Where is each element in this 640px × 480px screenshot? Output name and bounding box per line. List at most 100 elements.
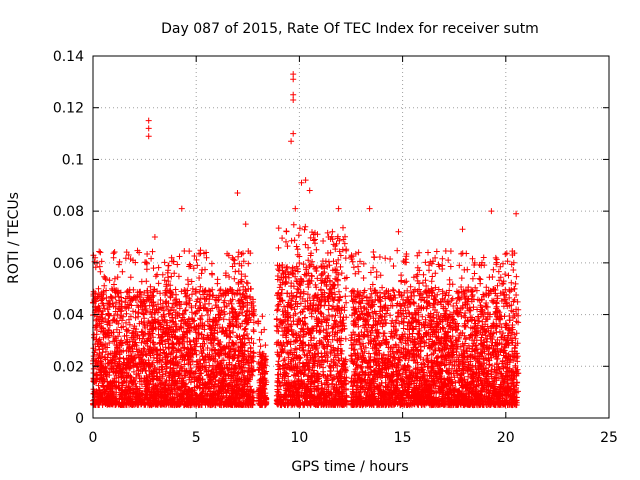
data-point bbox=[97, 268, 104, 275]
data-point bbox=[163, 350, 170, 357]
data-point bbox=[325, 306, 332, 313]
data-point bbox=[508, 279, 515, 286]
data-point bbox=[240, 283, 247, 290]
data-point bbox=[290, 221, 297, 228]
data-point bbox=[143, 259, 150, 266]
data-point bbox=[138, 328, 145, 335]
data-point bbox=[288, 237, 295, 244]
data-point bbox=[232, 268, 239, 275]
data-point bbox=[247, 293, 253, 300]
data-point bbox=[400, 325, 407, 332]
data-point bbox=[198, 270, 205, 277]
data-point bbox=[193, 351, 200, 358]
data-point bbox=[160, 349, 167, 356]
data-point bbox=[130, 308, 136, 315]
data-point bbox=[317, 328, 324, 335]
data-point bbox=[258, 329, 265, 336]
data-point bbox=[171, 270, 178, 277]
data-point bbox=[189, 291, 195, 298]
data-point bbox=[182, 307, 189, 313]
data-point bbox=[214, 321, 221, 328]
data-point bbox=[343, 314, 350, 321]
data-point bbox=[200, 291, 207, 298]
data-point bbox=[302, 223, 309, 230]
data-point bbox=[96, 248, 103, 255]
data-point bbox=[197, 283, 204, 290]
data-point bbox=[189, 285, 196, 292]
data-point bbox=[324, 229, 331, 236]
data-point bbox=[283, 238, 289, 245]
data-point bbox=[186, 338, 193, 345]
data-point bbox=[168, 273, 175, 280]
data-points bbox=[90, 71, 522, 409]
data-point bbox=[257, 343, 264, 350]
data-point bbox=[226, 316, 233, 323]
data-point bbox=[116, 258, 123, 265]
data-point bbox=[237, 306, 244, 313]
data-point bbox=[336, 288, 342, 295]
data-point bbox=[191, 253, 198, 259]
data-point bbox=[229, 263, 236, 270]
data-point bbox=[178, 288, 185, 295]
data-point bbox=[220, 299, 227, 306]
data-point bbox=[190, 265, 197, 272]
data-point bbox=[193, 256, 200, 263]
data-point bbox=[262, 342, 269, 349]
data-point bbox=[240, 250, 246, 257]
data-point bbox=[261, 326, 268, 333]
data-point bbox=[280, 357, 287, 364]
data-point bbox=[274, 307, 280, 314]
data-point bbox=[132, 259, 139, 266]
data-point bbox=[341, 240, 348, 247]
data-point bbox=[165, 306, 171, 313]
data-point bbox=[513, 292, 520, 298]
data-point bbox=[113, 326, 120, 333]
data-point bbox=[279, 235, 286, 242]
data-point bbox=[181, 248, 188, 254]
data-point bbox=[231, 275, 238, 282]
data-point bbox=[320, 238, 327, 244]
data-point bbox=[174, 261, 181, 268]
data-point bbox=[305, 284, 312, 291]
data-point bbox=[132, 339, 139, 346]
data-point bbox=[283, 228, 290, 235]
data-point bbox=[172, 286, 179, 293]
data-point bbox=[313, 246, 320, 253]
data-point bbox=[197, 316, 204, 323]
data-point bbox=[275, 244, 282, 251]
data-point bbox=[111, 249, 118, 255]
data-point bbox=[103, 294, 110, 301]
data-point bbox=[293, 243, 300, 250]
data-point bbox=[284, 243, 291, 250]
data-point bbox=[101, 282, 108, 289]
data-point bbox=[250, 328, 257, 335]
data-point bbox=[188, 278, 195, 285]
data-point bbox=[233, 332, 240, 339]
data-point bbox=[239, 309, 246, 316]
data-point bbox=[126, 321, 133, 328]
data-point bbox=[165, 267, 172, 274]
data-point bbox=[182, 293, 189, 300]
data-point bbox=[97, 249, 104, 256]
data-point bbox=[182, 319, 189, 326]
data-point bbox=[243, 279, 250, 286]
data-point bbox=[176, 253, 183, 260]
data-point bbox=[103, 287, 110, 294]
data-point bbox=[143, 266, 150, 273]
data-point bbox=[110, 316, 117, 323]
data-point bbox=[343, 285, 349, 292]
data-point bbox=[204, 345, 211, 351]
data-point bbox=[458, 275, 465, 282]
data-point bbox=[202, 266, 208, 273]
data-point bbox=[342, 293, 349, 300]
data-point bbox=[155, 264, 162, 271]
data-point bbox=[194, 262, 201, 269]
data-point bbox=[376, 254, 383, 260]
data-point bbox=[108, 365, 114, 372]
data-point bbox=[208, 260, 215, 267]
data-point bbox=[162, 338, 168, 345]
data-point bbox=[244, 280, 251, 287]
data-point bbox=[150, 334, 157, 341]
data-point bbox=[144, 251, 151, 257]
